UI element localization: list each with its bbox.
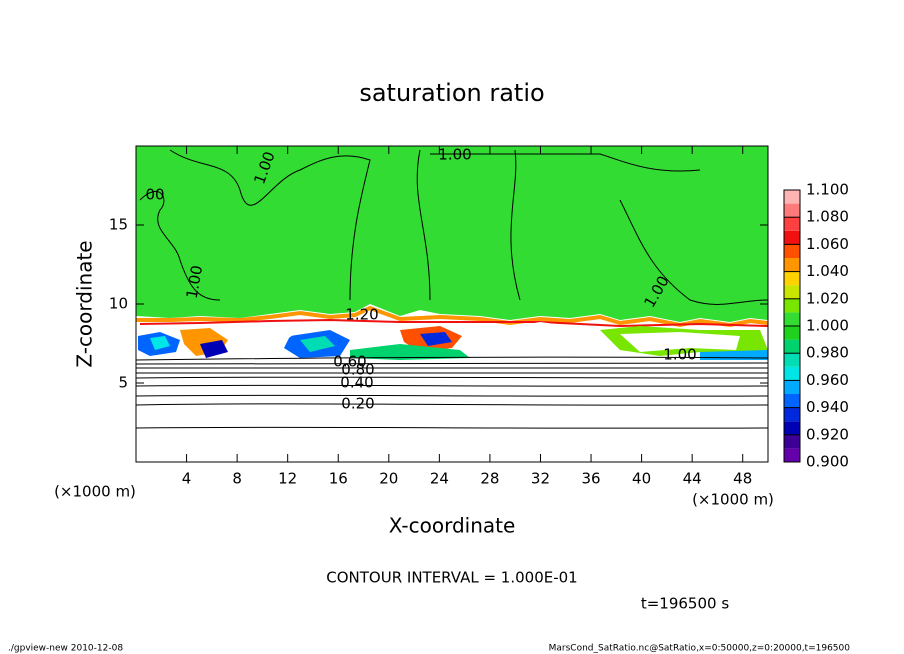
contour-label: 1.00 — [438, 146, 471, 164]
colorbar-band — [784, 230, 800, 245]
colorbar-label: 0.980 — [806, 344, 849, 362]
colorbar-band — [784, 353, 800, 367]
colorbar-label: 1.080 — [806, 208, 849, 226]
colorbar-label: 1.000 — [806, 317, 849, 335]
time-label: t=196500 s — [641, 595, 729, 613]
colorbar-label: 1.020 — [806, 289, 849, 307]
contour-label: 0.60 — [333, 353, 366, 371]
x-tick-label: 44 — [683, 470, 702, 488]
x-tick-label: 8 — [232, 470, 242, 488]
x-tick-label: 16 — [329, 470, 348, 488]
colorbar-label: 1.060 — [806, 235, 849, 253]
colorbar-label: 0.960 — [806, 371, 849, 389]
contour-label: 00 — [145, 186, 164, 204]
contour-label: 1.00 — [663, 346, 696, 364]
x-tick-label: 20 — [379, 470, 398, 488]
x-tick-label: 40 — [632, 470, 651, 488]
colorbar-label: 1.040 — [806, 262, 849, 280]
colorbar-band — [784, 380, 800, 394]
x-tick-label: 32 — [531, 470, 550, 488]
contour-label: 0.80 — [341, 361, 374, 379]
x-tick-label: 36 — [581, 470, 600, 488]
colorbar-band — [784, 244, 800, 258]
x-unit: (×1000 m) — [692, 491, 774, 509]
colorbar-band — [784, 258, 800, 272]
footer-right: MarsCond_SatRatio.nc@SatRatio,x=0:50000,… — [549, 644, 851, 654]
colorbar-label: 0.940 — [806, 398, 849, 416]
colorbar-band — [784, 366, 800, 381]
contour-label: 0.20 — [341, 395, 374, 413]
colorbar-label: 0.900 — [806, 453, 849, 471]
field — [136, 146, 769, 462]
colorbar-band — [784, 339, 800, 354]
x-axis-label: X-coordinate — [389, 514, 516, 538]
contour-label: 1.20 — [345, 306, 378, 324]
colorbar-band — [784, 326, 800, 340]
x-tick-label: 24 — [430, 470, 449, 488]
colorbar-label: 1.100 — [806, 181, 849, 199]
colorbar-band — [784, 434, 800, 449]
chart-title: saturation ratio — [359, 79, 544, 107]
colorbar-band — [784, 217, 800, 231]
y-unit: (×1000 m) — [54, 483, 136, 501]
colorbar-band — [784, 448, 800, 462]
y-tick-label: 5 — [118, 374, 128, 392]
colorbar-band — [784, 312, 800, 326]
colorbar-band — [784, 407, 800, 422]
colorbar-label: 0.920 — [806, 425, 849, 443]
colorbar-band — [784, 271, 800, 286]
colorbar-band — [784, 394, 800, 408]
colorbar-band — [784, 298, 800, 313]
footer-left: ./gpview-new 2010-12-08 — [8, 644, 123, 654]
contour-label: 0.40 — [340, 374, 373, 392]
colorbar-band — [784, 421, 800, 435]
x-tick-label: 12 — [278, 470, 297, 488]
colorbar-band — [784, 285, 800, 299]
x-tick-label: 4 — [182, 470, 192, 488]
x-tick-label: 48 — [733, 470, 752, 488]
y-tick-label: 10 — [109, 295, 128, 313]
colorbar-band — [784, 203, 800, 218]
x-tick-label: 28 — [480, 470, 499, 488]
contour-interval: CONTOUR INTERVAL = 1.000E-01 — [326, 569, 577, 587]
y-axis-label: Z-coordinate — [73, 240, 97, 367]
contour-label: 1.00 — [183, 264, 207, 300]
y-tick-label: 15 — [109, 216, 128, 234]
colorbar-band — [784, 190, 800, 204]
